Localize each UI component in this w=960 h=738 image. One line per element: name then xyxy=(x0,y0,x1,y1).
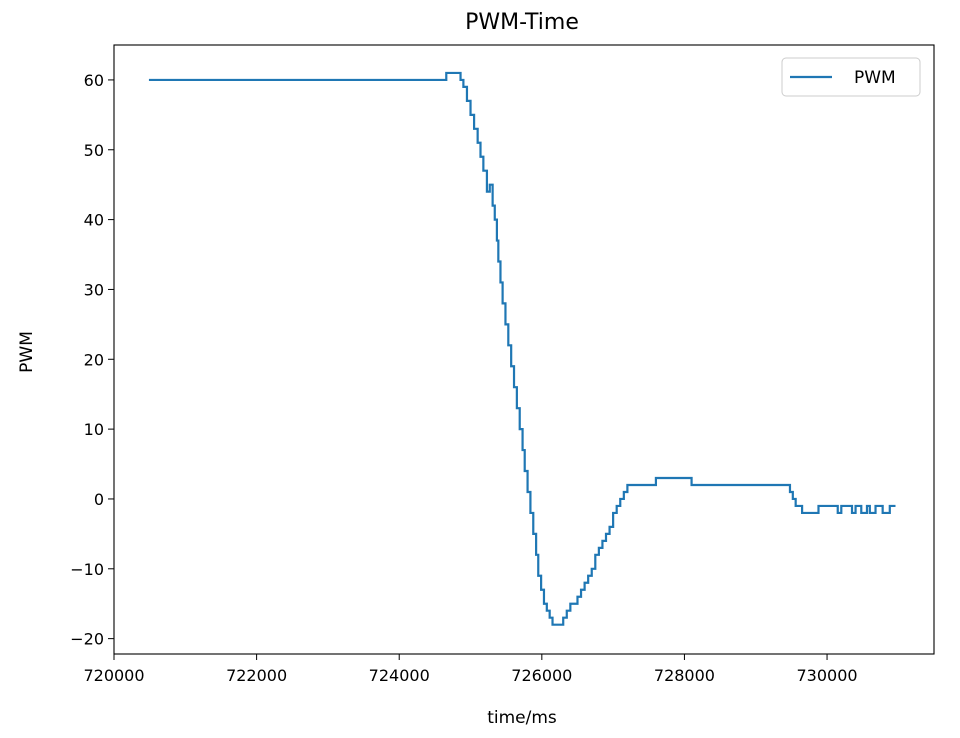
y-tick-label: 20 xyxy=(84,350,104,369)
y-tick-label: 60 xyxy=(84,71,104,90)
x-tick-label: 728000 xyxy=(654,666,715,685)
y-tick-label: −10 xyxy=(70,560,104,579)
x-tick-label: 722000 xyxy=(226,666,287,685)
series-line-pwm xyxy=(148,71,896,626)
x-tick-label: 724000 xyxy=(369,666,430,685)
plot-frame xyxy=(113,44,935,655)
plot-background xyxy=(114,45,934,654)
x-axis-label: time/ms xyxy=(487,708,557,728)
y-tick-label: −20 xyxy=(70,630,104,649)
plot-area xyxy=(113,44,935,655)
y-tick-label: 50 xyxy=(84,141,104,160)
legend-box xyxy=(781,57,921,97)
y-tick-label: 30 xyxy=(84,280,104,299)
y-axis-ticks: −20 −10 0 10 20 30 40 50 60 xyxy=(70,71,114,649)
legend: PWM xyxy=(781,57,921,97)
legend-label-pwm: PWM xyxy=(854,68,896,88)
y-tick-label: 0 xyxy=(94,490,104,509)
x-tick-label: 730000 xyxy=(797,666,858,685)
x-axis-ticks: 720000 722000 724000 726000 728000 730000 xyxy=(83,654,858,685)
x-tick-label: 726000 xyxy=(511,666,572,685)
y-tick-label: 10 xyxy=(84,420,104,439)
y-tick-label: 40 xyxy=(84,211,104,230)
chart-title: PWM-Time xyxy=(465,10,579,35)
x-tick-label: 720000 xyxy=(83,666,144,685)
y-axis-label: PWM xyxy=(17,331,37,373)
